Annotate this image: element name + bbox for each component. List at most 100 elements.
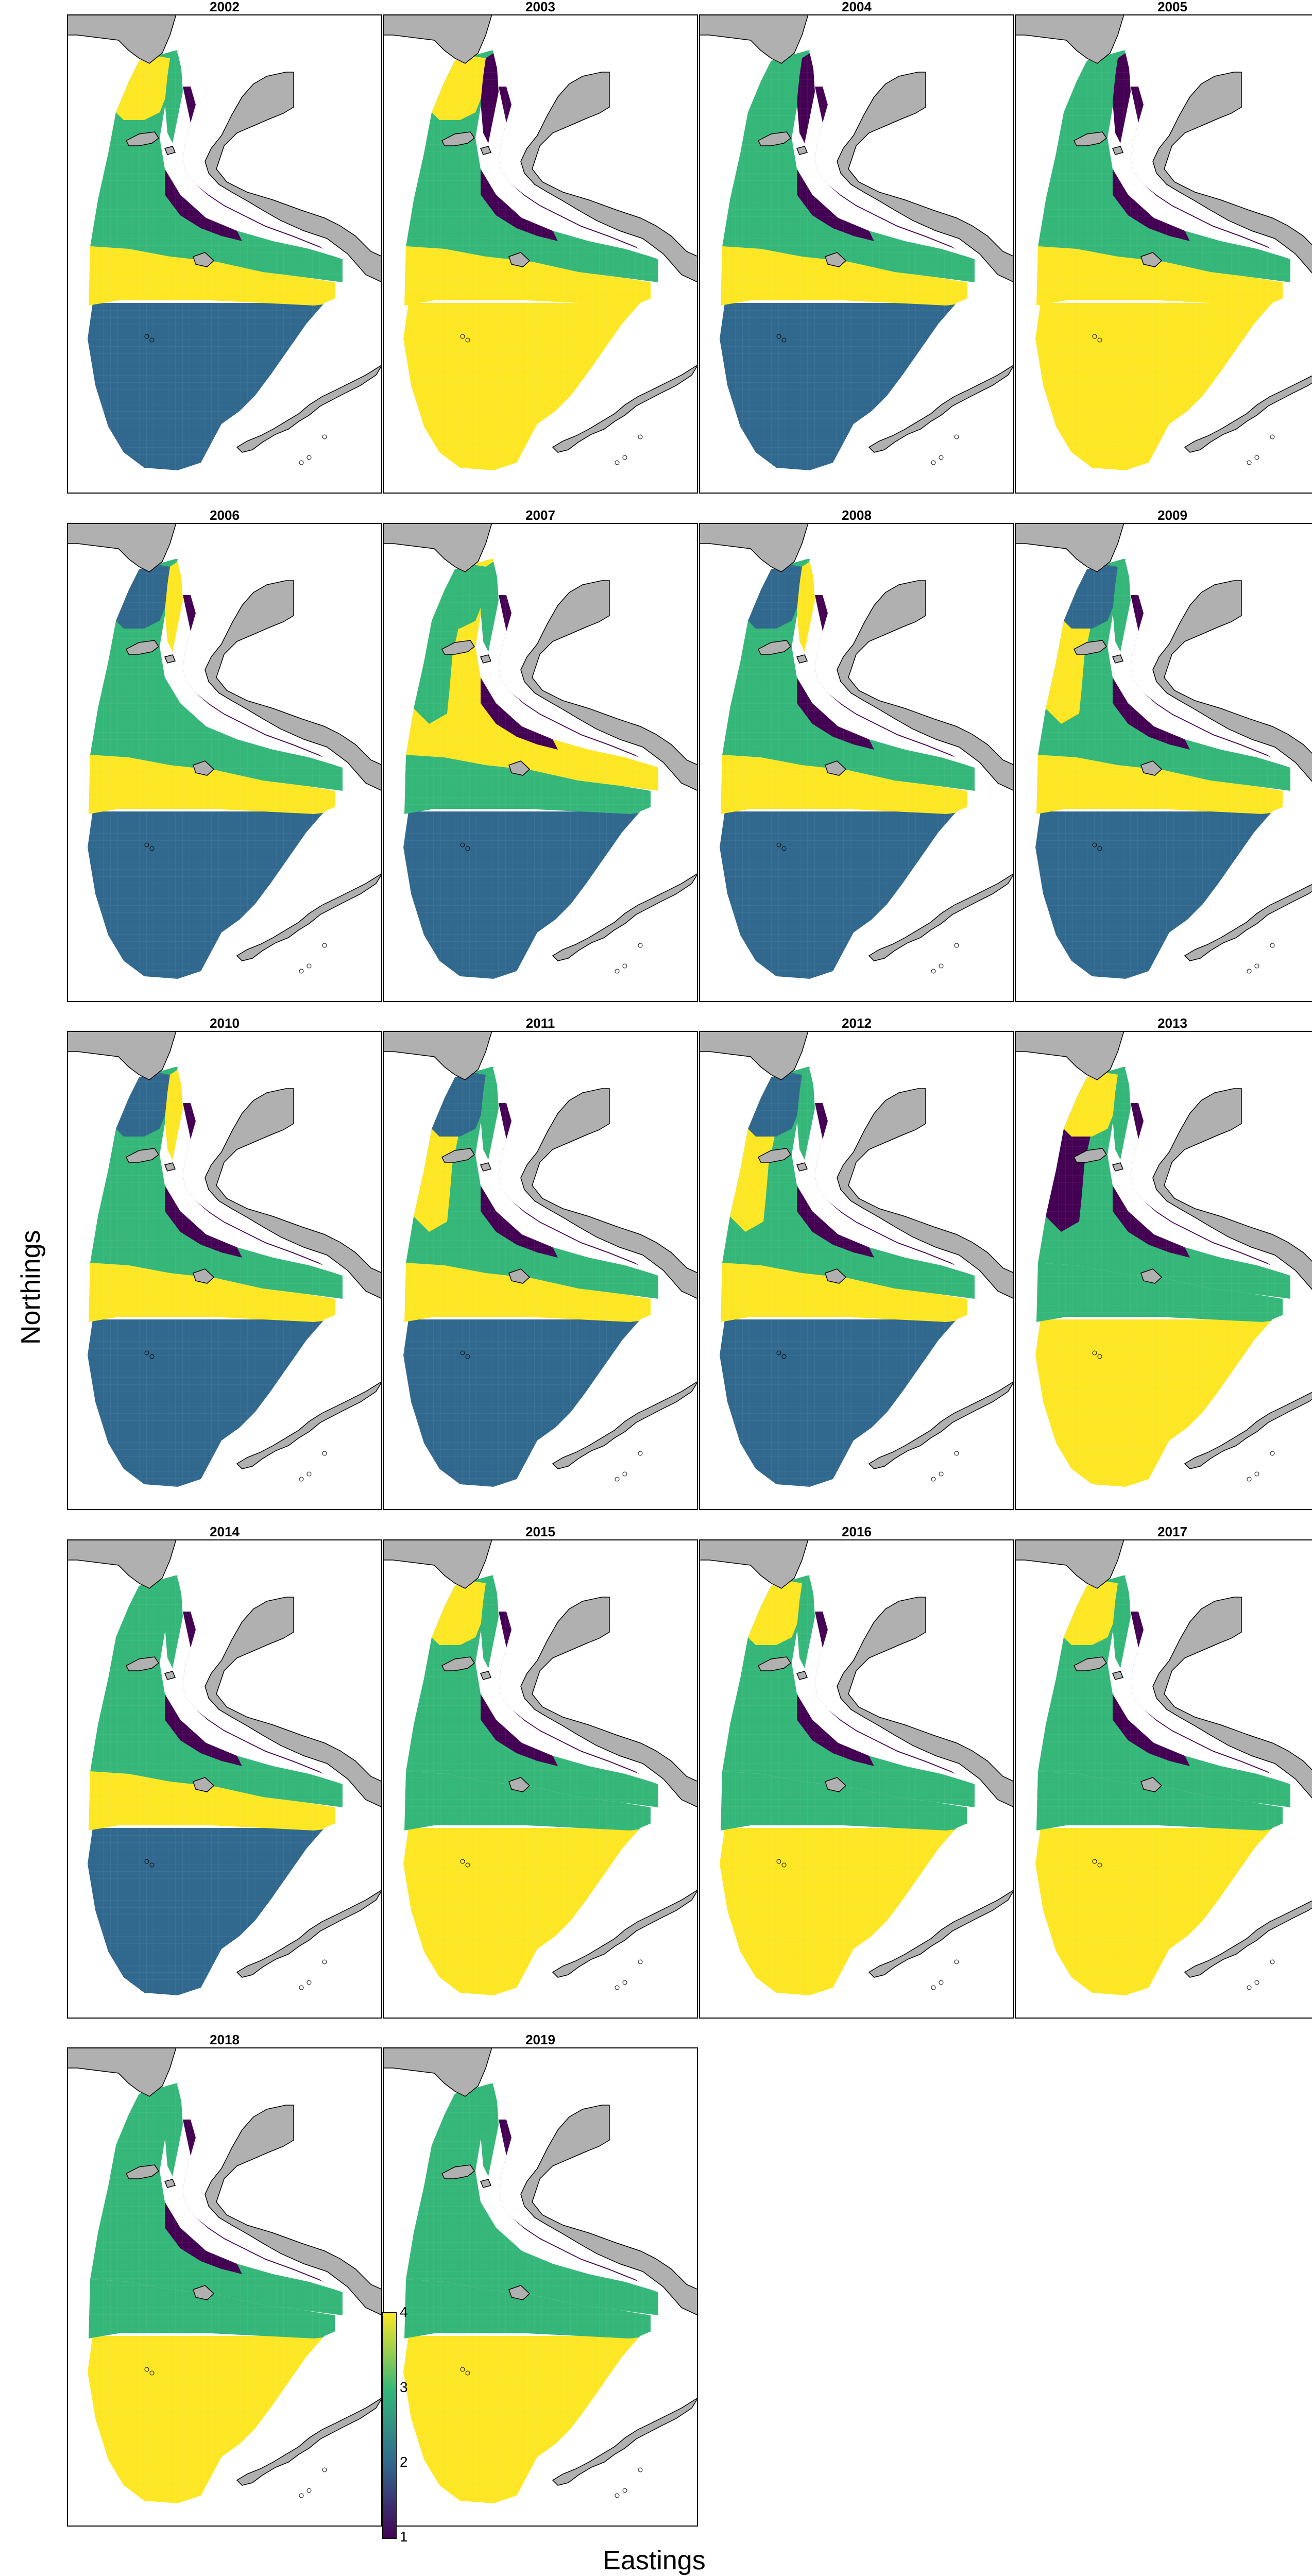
small-island xyxy=(144,1350,149,1355)
small-island xyxy=(638,2467,643,2472)
small-island xyxy=(465,337,470,343)
island xyxy=(164,654,176,664)
mainland xyxy=(817,1031,1014,1299)
small-island xyxy=(939,963,944,969)
cluster-map xyxy=(67,2047,382,2527)
cluster-map xyxy=(67,1031,382,1510)
island xyxy=(164,1162,176,1172)
mainland xyxy=(501,1031,698,1299)
island xyxy=(193,760,215,776)
panel-frame xyxy=(383,523,698,1002)
northern-landmass xyxy=(699,523,809,572)
small-island xyxy=(776,1859,781,1864)
small-island xyxy=(1247,460,1252,465)
small-island xyxy=(149,1862,155,1868)
map-svg xyxy=(1015,1031,1312,1510)
island xyxy=(125,1148,160,1163)
panel-year-title: 2019 xyxy=(525,2032,555,2047)
small-island xyxy=(322,1451,327,1456)
small-island xyxy=(299,460,304,465)
small-island xyxy=(615,969,620,974)
panel-frame xyxy=(1015,523,1312,1002)
small-island xyxy=(781,1354,787,1359)
small-island xyxy=(622,2488,627,2493)
small-island xyxy=(299,1477,304,1482)
map-svg xyxy=(699,1031,1014,1510)
small-island xyxy=(615,1477,620,1482)
small-island xyxy=(306,2488,312,2493)
legend-tick: 2 xyxy=(400,2454,408,2470)
island xyxy=(825,1777,847,1792)
map-panel: 2017 xyxy=(1015,1525,1312,2020)
cluster-map xyxy=(383,14,698,494)
northern-landmass xyxy=(383,2047,492,2097)
northern-landmass xyxy=(1015,1539,1124,1589)
island xyxy=(1073,1656,1107,1671)
map-panel: 2005 xyxy=(1015,0,1312,495)
panel-frame xyxy=(67,1539,382,2019)
small-island xyxy=(1092,1350,1097,1355)
panel-frame xyxy=(699,523,1014,1002)
small-island xyxy=(460,334,465,339)
island xyxy=(164,1671,176,1680)
panel-year-title: 2013 xyxy=(1157,1015,1187,1031)
island xyxy=(125,2164,160,2179)
island xyxy=(757,1656,792,1671)
map-panel: 2007 xyxy=(383,509,698,1003)
small-island xyxy=(149,846,155,851)
northern-landmass xyxy=(67,523,177,572)
northern-landmass xyxy=(383,523,492,572)
northern-landmass xyxy=(1015,14,1124,64)
peninsula xyxy=(868,364,1014,453)
small-island xyxy=(1270,434,1275,439)
map-panel: 2008 xyxy=(699,509,1014,1003)
mainland xyxy=(817,14,1014,283)
small-island xyxy=(465,1354,470,1359)
small-island xyxy=(306,1980,312,1985)
small-island xyxy=(299,1985,304,1990)
small-island xyxy=(465,846,470,851)
panel-year-title: 2003 xyxy=(525,0,555,14)
map-panel: 2004 xyxy=(699,0,1014,495)
map-svg xyxy=(699,14,1014,494)
island xyxy=(508,1268,531,1284)
map-svg xyxy=(383,14,698,494)
small-island xyxy=(939,1471,944,1477)
mainland xyxy=(185,1539,382,1808)
peninsula xyxy=(1184,375,1312,453)
color-legend: 4 3 2 1 xyxy=(382,2304,423,2551)
panel-year-title: 2017 xyxy=(1157,1524,1187,1539)
small-island xyxy=(931,460,936,465)
peninsula xyxy=(868,873,1014,961)
map-svg xyxy=(67,523,382,1002)
panel-frame xyxy=(67,2047,382,2527)
map-panel: 2009 xyxy=(1015,509,1312,1003)
small-island xyxy=(622,963,627,969)
small-island xyxy=(1097,1354,1102,1359)
island xyxy=(1073,131,1107,146)
panel-frame xyxy=(1015,1539,1312,2019)
small-island xyxy=(1092,842,1097,848)
panel-frame xyxy=(67,14,382,494)
island xyxy=(193,1777,215,1792)
panel-frame xyxy=(383,14,698,494)
small-island xyxy=(776,1350,781,1355)
mainland xyxy=(185,14,382,283)
cluster-map xyxy=(1015,523,1312,1002)
small-island xyxy=(322,2467,327,2472)
map-svg xyxy=(383,2047,698,2527)
cluster-map xyxy=(67,14,382,494)
small-island xyxy=(322,434,327,439)
survey-grid xyxy=(401,50,658,470)
northern-landmass xyxy=(699,1539,809,1589)
mainland xyxy=(185,2047,382,2316)
peninsula xyxy=(1184,1392,1312,1469)
map-svg xyxy=(67,1539,382,2019)
map-svg xyxy=(1015,14,1312,494)
mainland xyxy=(185,523,382,791)
mainland xyxy=(817,523,1014,791)
peninsula xyxy=(1184,884,1312,961)
island xyxy=(441,2164,475,2179)
map-panel: 2006 xyxy=(67,509,382,1003)
panel-year-title: 2004 xyxy=(842,0,872,14)
